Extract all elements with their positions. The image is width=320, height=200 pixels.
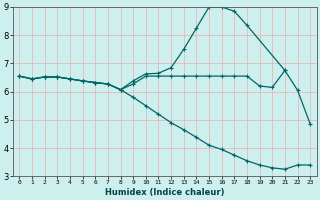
X-axis label: Humidex (Indice chaleur): Humidex (Indice chaleur) <box>105 188 225 197</box>
